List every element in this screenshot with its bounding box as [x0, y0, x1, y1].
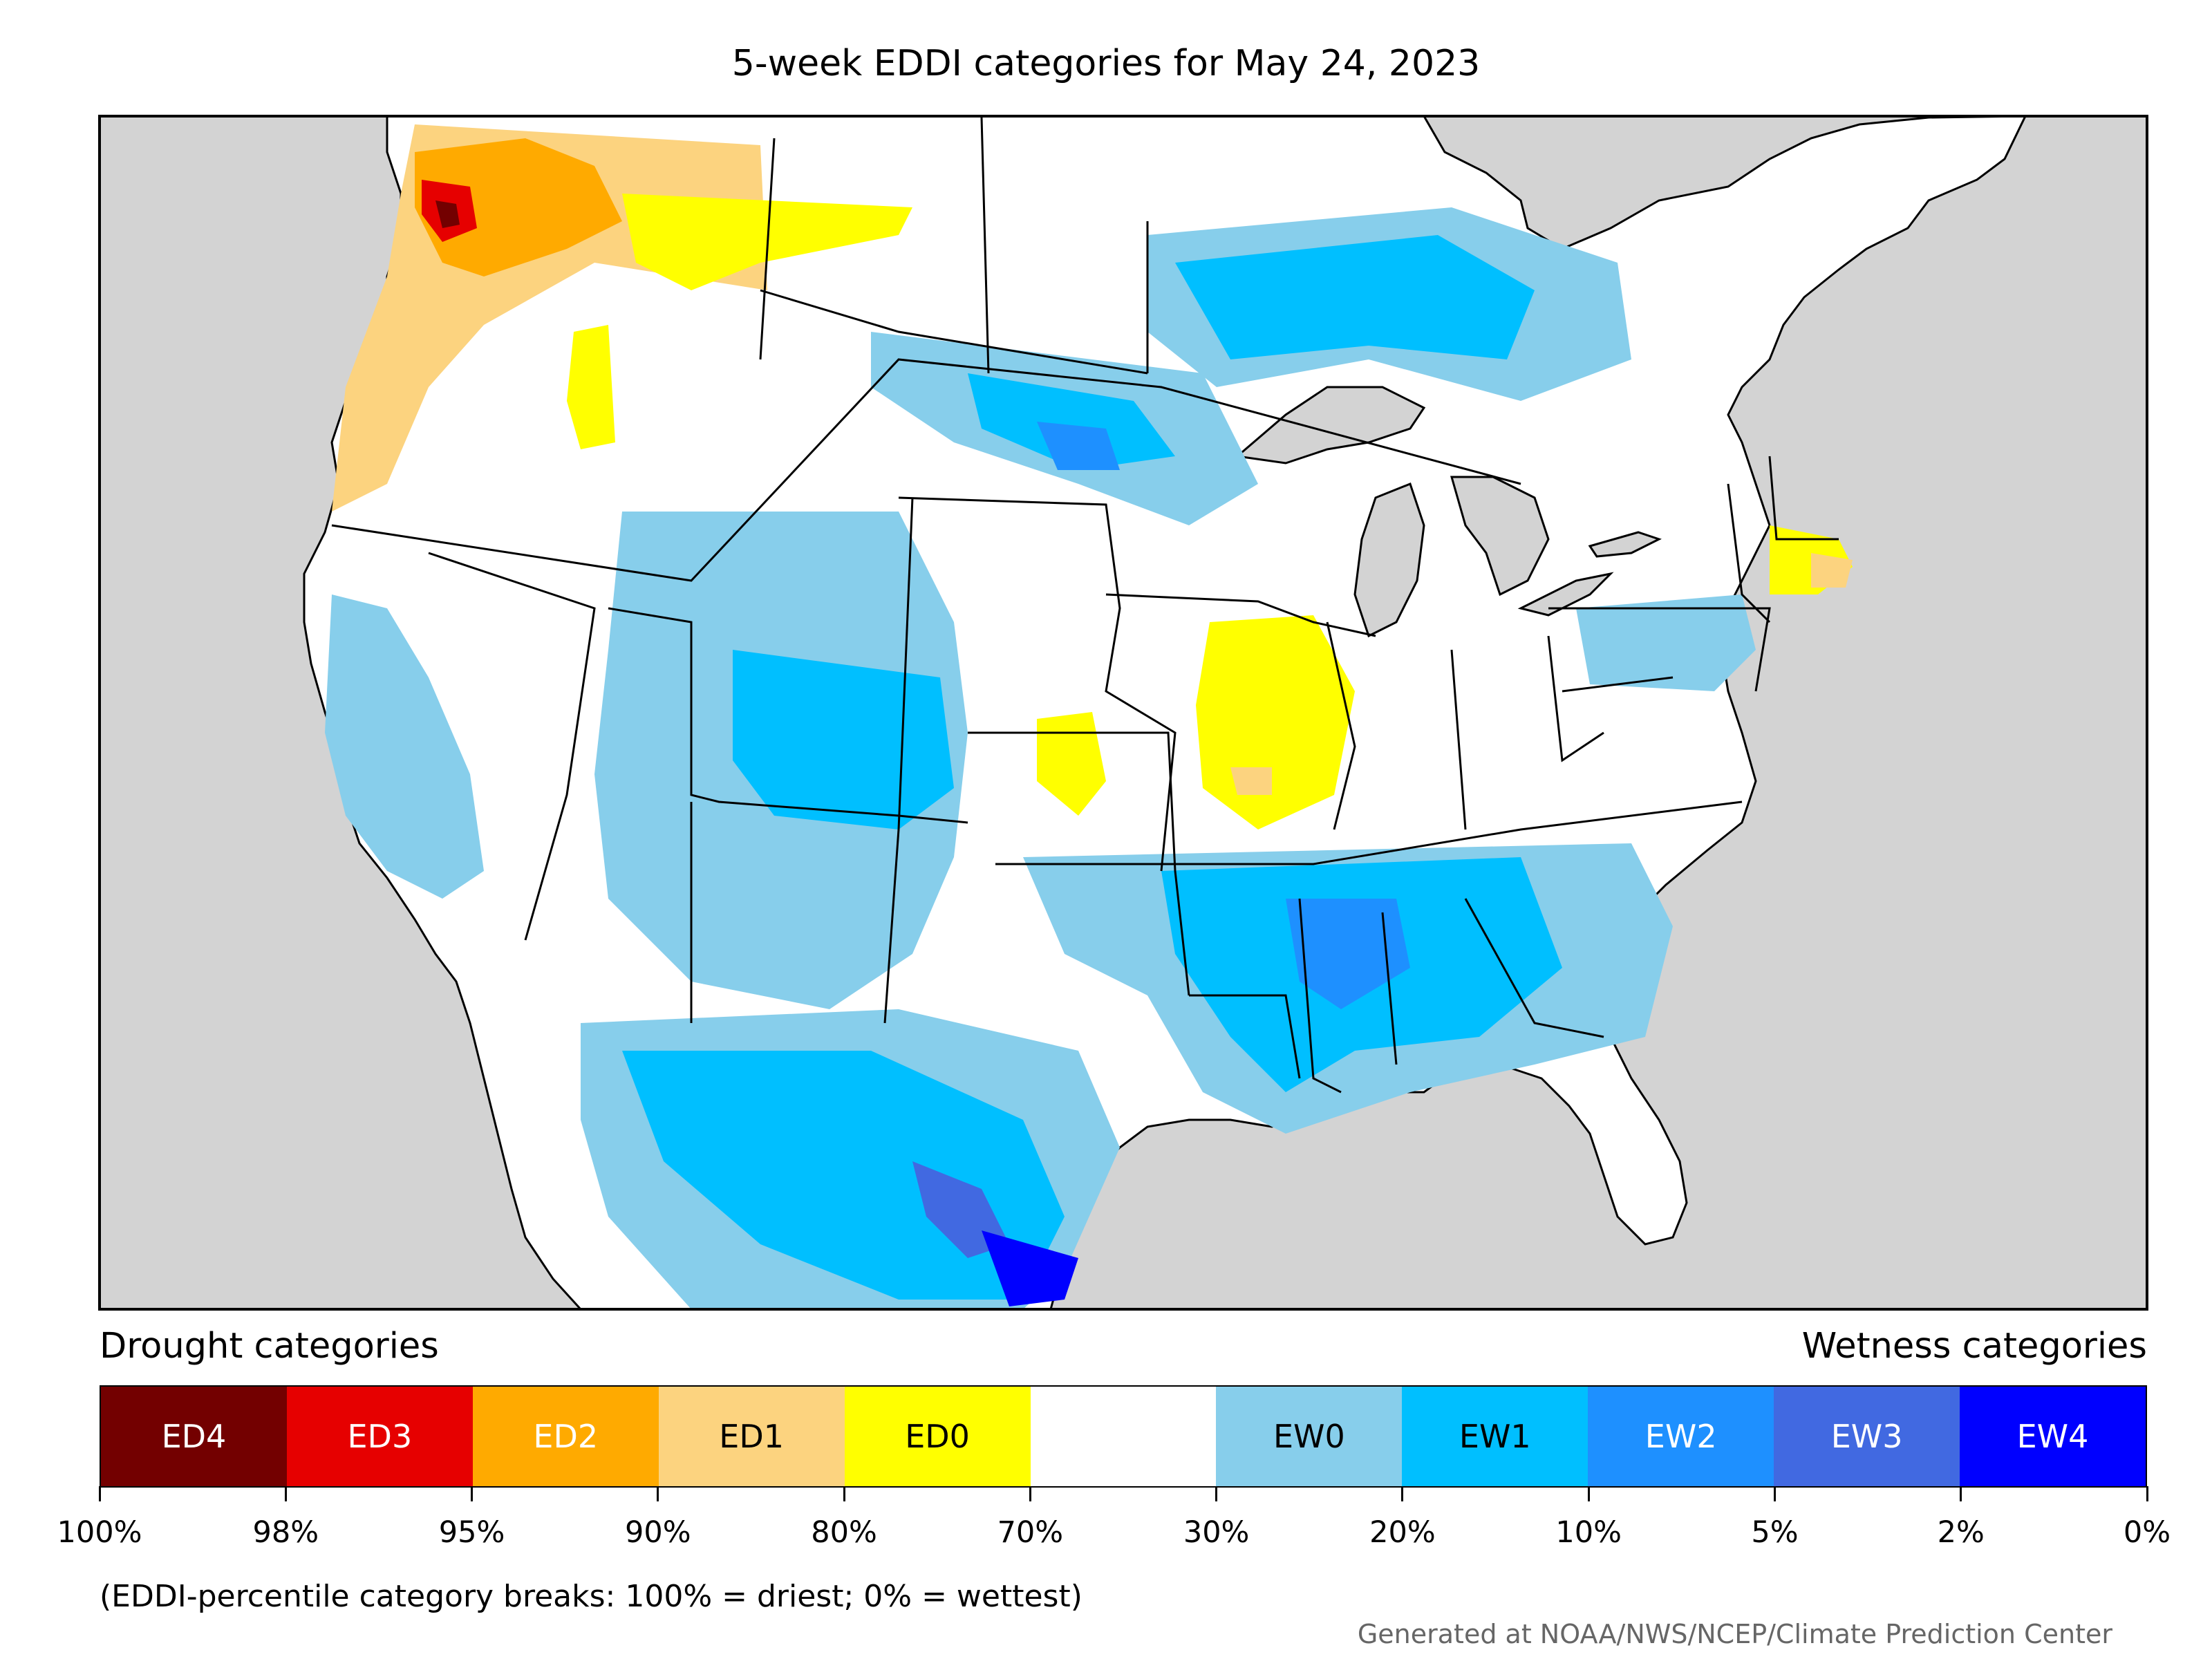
lake-erie	[1517, 572, 1614, 617]
tick-label: 30%	[1183, 1515, 1250, 1550]
tick-mark	[1773, 1486, 1776, 1501]
pacific-nw-ed2	[415, 138, 622, 276]
tick-label: 10%	[1555, 1515, 1622, 1550]
tick-mark	[1587, 1486, 1590, 1501]
tick-mark	[1401, 1486, 1404, 1501]
percentile-ticks: 100% 98% 95% 90% 80% 70% 30% 20% 10% 5% 2% 0%	[0, 1486, 2212, 1550]
legend-swatch-ed0: ED0	[844, 1387, 1031, 1486]
wet-areas	[325, 207, 1756, 1309]
tick-label: 20%	[1369, 1515, 1436, 1550]
category-breaks-note: (EDDI-percentile category breaks: 100% =…	[100, 1579, 1082, 1614]
california-ew0	[325, 594, 484, 899]
tick-label: 100%	[57, 1515, 142, 1550]
canada-ew1	[1175, 235, 1535, 359]
eddi-map	[98, 115, 2148, 1311]
tick-label: 2%	[1937, 1515, 1985, 1550]
missouri-ed1	[1230, 767, 1272, 795]
legend-swatch-ed3: ED3	[286, 1387, 473, 1486]
map-title: 5-week EDDI categories for May 24, 2023	[731, 43, 1481, 84]
tick-label: 95%	[438, 1515, 505, 1550]
pacific-nw-ed4	[435, 200, 460, 228]
legend-swatch-ed1: ED1	[658, 1387, 845, 1486]
credit-line: Generated at NOAA/NWS/NCEP/Climate Predi…	[1357, 1619, 2112, 1649]
legend-swatch-normal	[1030, 1387, 1217, 1486]
colorado-ew1	[733, 650, 954, 830]
tick-label: 98%	[252, 1515, 319, 1550]
dakotas-ew2	[1037, 422, 1120, 470]
drought-categories-heading: Drought categories	[100, 1326, 439, 1367]
legend-swatch-ed2: ED2	[472, 1387, 659, 1486]
legend-swatch-ew3: EW3	[1774, 1387, 1960, 1486]
dakotas-ew1	[968, 373, 1175, 470]
tick-label: 5%	[1751, 1515, 1799, 1550]
legend-swatch-ew4: EW4	[1960, 1387, 2146, 1486]
tick-mark	[843, 1486, 845, 1501]
map-frame	[98, 115, 2148, 1311]
new-england-ed1	[1811, 553, 1853, 588]
lake-ontario	[1588, 531, 1662, 558]
tick-mark	[1960, 1486, 1962, 1501]
legend-swatch-ew0: EW0	[1216, 1387, 1403, 1486]
tick-mark	[1029, 1486, 1031, 1501]
tick-mark	[2146, 1486, 2148, 1501]
southeast-ew2	[1286, 899, 1410, 1009]
tick-label: 0%	[2123, 1515, 2171, 1550]
kansas-ed0	[1037, 712, 1106, 816]
tick-mark	[284, 1486, 287, 1501]
wetness-categories-heading: Wetness categories	[1801, 1326, 2147, 1367]
texas-ew4	[982, 1230, 1078, 1306]
tick-label: 90%	[625, 1515, 691, 1550]
tick-mark	[471, 1486, 474, 1501]
tick-label: 80%	[811, 1515, 877, 1550]
category-colorbar: ED4 ED3 ED2 ED1 ED0 EW0 EW1 EW2 EW3 EW4	[100, 1385, 2147, 1488]
political-borders	[331, 117, 1839, 1094]
tick-label: 70%	[997, 1515, 1064, 1550]
legend-swatch-ed4: ED4	[101, 1387, 287, 1486]
northeast-ew0	[1576, 594, 1756, 691]
lake-huron	[1450, 476, 1550, 597]
tick-mark	[98, 1486, 101, 1501]
lake-superior	[1235, 386, 1426, 465]
legend-swatch-ew2: EW2	[1588, 1387, 1774, 1486]
idaho-ed0	[567, 325, 615, 449]
lake-michigan	[1353, 482, 1425, 638]
tick-mark	[1215, 1486, 1218, 1501]
tick-mark	[657, 1486, 659, 1501]
legend-swatch-ew1: EW1	[1402, 1387, 1588, 1486]
